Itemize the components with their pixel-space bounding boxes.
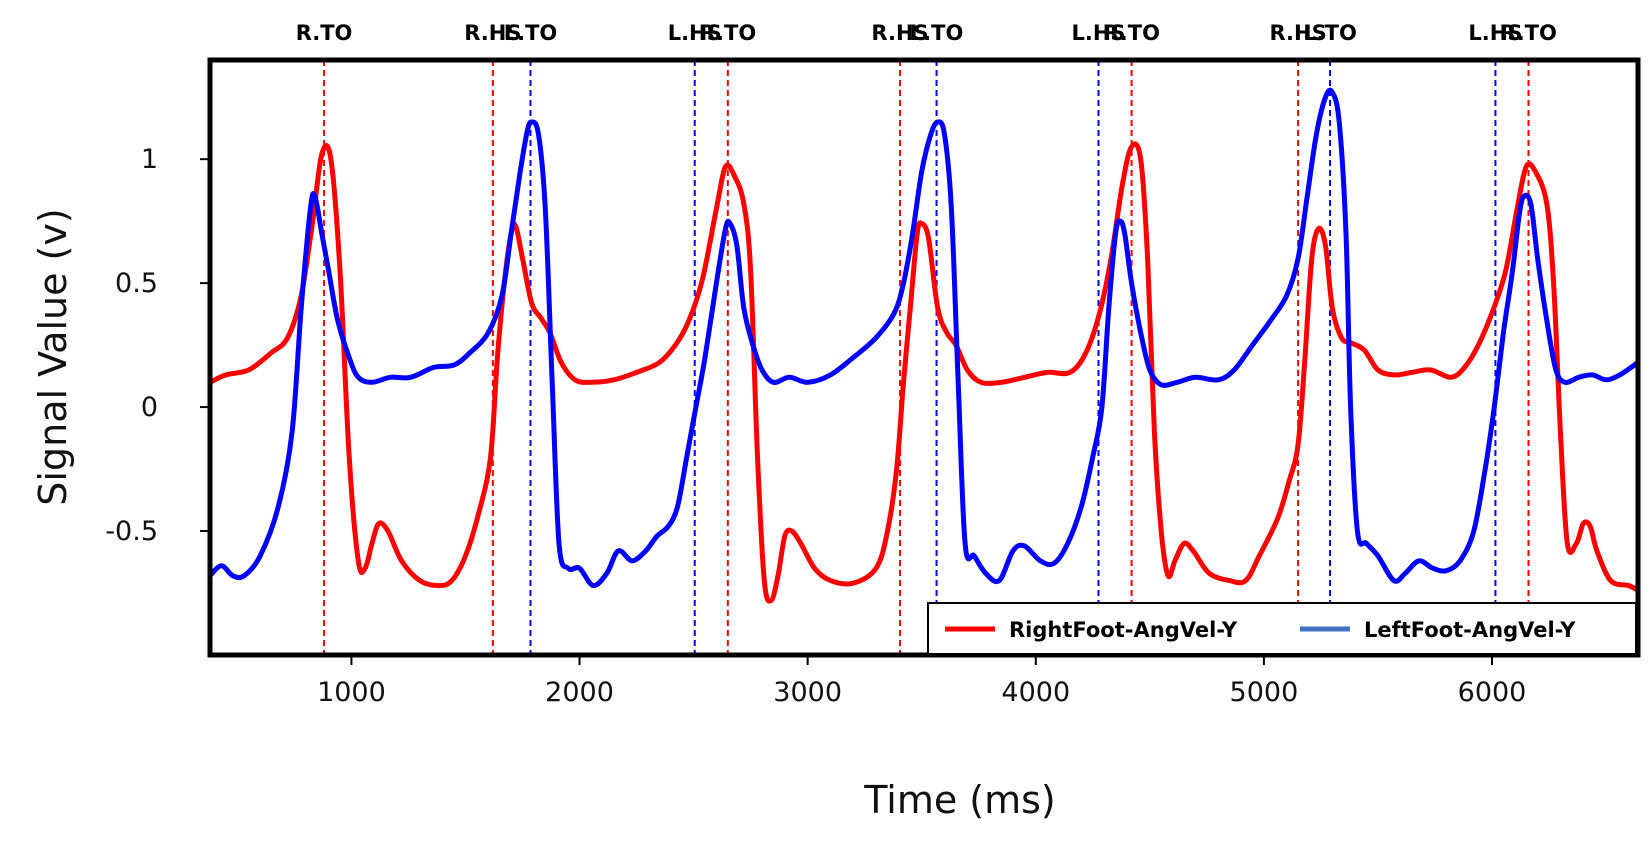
series-line-rightfoot-angvel-y (210, 141, 1638, 604)
x-tick-label: 4000 (1001, 677, 1070, 708)
event-label: L.HS (668, 21, 722, 45)
event-label: R.TO (1103, 21, 1160, 45)
x-axis-title: Time (ms) (863, 778, 1056, 822)
event-labels: R.TO R.HSL.TO L.HSR.TO R.HSL.TO L.HSR.TO R.HS… (296, 21, 1557, 45)
x-tick-label: 2000 (545, 677, 614, 708)
x-tick-label: 3000 (773, 677, 842, 708)
series-layer (210, 87, 1638, 604)
legend-box (927, 602, 1637, 655)
event-label: R.HS (871, 21, 928, 45)
event-label: L.HS (1468, 21, 1522, 45)
x-tick-label: 5000 (1230, 677, 1299, 708)
x-tick-label: 6000 (1458, 677, 1527, 708)
event-label: L.HS (1071, 21, 1125, 45)
event-label: L.TO (910, 21, 964, 45)
plot-frame (207, 57, 1641, 658)
event-label: R.HS (1269, 21, 1326, 45)
event-lines (323, 60, 1530, 655)
event-label: R.HS (464, 21, 521, 45)
x-axis: 1000 2000 3000 4000 5000 6000 (317, 655, 1526, 708)
y-tick-label: 1 (141, 144, 158, 175)
event-label: R.TO (296, 21, 353, 45)
y-axis: 1 0.5 0 -0.5 (105, 144, 210, 547)
y-tick-label: -0.5 (105, 516, 158, 547)
y-tick-label: 0.5 (115, 268, 158, 299)
legend: RightFoot-AngVel-Y LeftFoot-AngVel-Y (927, 602, 1637, 655)
legend-label: RightFoot-AngVel-Y (1009, 618, 1238, 642)
legend-label: LeftFoot-AngVel-Y (1364, 618, 1576, 642)
x-tick-label: 1000 (317, 677, 386, 708)
series-line-leftfoot-angvel-y (210, 87, 1638, 589)
y-tick-label: 0 (141, 392, 158, 423)
y-axis-title: Signal Value (v) (31, 208, 75, 505)
event-label: L.TO (504, 21, 558, 45)
event-label: R.TO (1500, 21, 1557, 45)
event-label: R.TO (699, 21, 756, 45)
event-label: L.TO (1303, 21, 1357, 45)
